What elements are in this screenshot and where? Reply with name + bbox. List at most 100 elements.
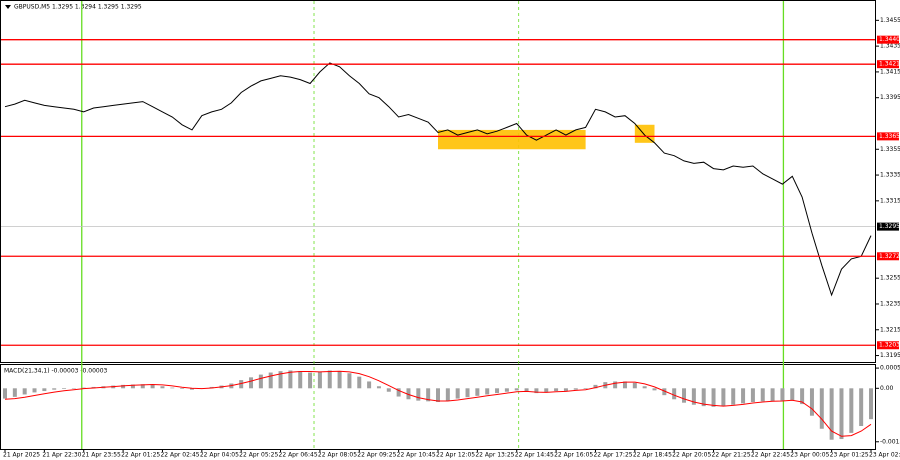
x-tick-label: 22 Apr 13:25	[475, 452, 514, 459]
y-tick-label: 1.3455	[880, 17, 900, 24]
macd-bar	[622, 381, 627, 389]
macd-bar	[445, 388, 450, 401]
macd-bar	[32, 388, 37, 393]
x-tick-label: 23 Apr 01:25	[830, 452, 869, 459]
macd-bar	[682, 388, 687, 403]
macd-bar	[140, 384, 145, 389]
macd-bar	[357, 376, 362, 389]
y-tick-label: 1.3435	[880, 43, 900, 50]
macd-bar	[583, 388, 588, 389]
x-tick-label: 22 Apr 18:45	[633, 452, 672, 459]
x-tick-label: 22 Apr 21:25	[712, 452, 751, 459]
chart-title: GBPUSD,M5 1.3295 1.3294 1.3295 1.3295	[14, 4, 142, 11]
level-label: 1.3365	[879, 133, 900, 140]
macd-bar	[81, 387, 86, 389]
y-tick-label: 0.00	[880, 385, 894, 392]
x-tick-label: 21 Apr 22:30	[42, 452, 81, 459]
level-label: 1.3272	[879, 253, 900, 260]
macd-title: MACD(21,34,1) -0.00003 -0.00003	[4, 368, 108, 375]
macd-bar	[249, 377, 254, 389]
macd-bar	[691, 388, 696, 405]
macd-bar	[416, 388, 421, 401]
x-tick-label: 23 Apr 00:05	[790, 452, 829, 459]
y-tick-label: 1.3315	[880, 197, 900, 204]
macd-bar	[662, 388, 667, 396]
macd-bar	[308, 372, 313, 389]
price-line	[4, 62, 872, 297]
x-tick-label: 22 Apr 16:05	[554, 452, 593, 459]
macd-bar	[130, 384, 135, 389]
macd-bar	[258, 374, 263, 389]
macd-bar	[347, 373, 352, 389]
macd-bar	[386, 388, 391, 392]
macd-bar	[71, 388, 76, 389]
level-box	[877, 132, 899, 141]
y-tick-label: -0.00156	[880, 438, 900, 445]
current-price-label: 1.3295	[879, 223, 900, 230]
level-box	[877, 252, 899, 261]
macd-bar	[495, 388, 500, 394]
macd-bar	[288, 370, 293, 389]
macd-bar	[485, 388, 490, 395]
macd-bar	[741, 388, 746, 404]
x-tick-label: 23 Apr 02:45	[869, 452, 900, 459]
macd-bar	[298, 371, 303, 389]
x-tick-label: 22 Apr 10:45	[397, 452, 436, 459]
macd-bar	[642, 386, 647, 389]
macd-bar	[367, 381, 372, 389]
macd-bar	[317, 371, 322, 389]
x-tick-label: 22 Apr 12:05	[436, 452, 475, 459]
macd-bar	[376, 386, 381, 389]
x-tick-label: 22 Apr 09:25	[357, 452, 396, 459]
macd-bar	[780, 388, 785, 401]
macd-bar	[396, 388, 401, 397]
macd-bar	[573, 388, 578, 390]
macd-bar	[514, 388, 519, 391]
y-tick-label: 1.3195	[880, 352, 900, 359]
macd-bar	[800, 388, 805, 405]
level-box	[877, 35, 899, 44]
macd-bar	[12, 388, 17, 397]
x-tick-label: 22 Apr 17:25	[593, 452, 632, 459]
macd-bar	[721, 388, 726, 407]
macd-bar	[770, 388, 775, 402]
macd-bar	[839, 388, 844, 440]
y-tick-label: 1.3415	[880, 68, 900, 75]
x-tick-label: 22 Apr 22:45	[751, 452, 790, 459]
level-box	[877, 60, 899, 69]
macd-bar	[150, 384, 155, 389]
macd-bar	[652, 388, 657, 391]
x-tick-label: 21 Apr 2025	[3, 452, 40, 459]
macd-panel	[0, 364, 876, 450]
macd-bar	[701, 388, 706, 407]
macd-bar	[711, 388, 716, 407]
macd-bar	[278, 371, 283, 389]
signal-line	[4, 370, 872, 437]
macd-bar	[406, 388, 411, 400]
macd-bar	[632, 382, 637, 389]
macd-bar	[809, 388, 814, 416]
macd-bar	[731, 388, 736, 405]
macd-bar	[239, 380, 244, 389]
x-tick-label: 21 Apr 23:55	[82, 452, 121, 459]
x-tick-label: 22 Apr 06:45	[279, 452, 318, 459]
macd-bar	[42, 388, 47, 392]
macd-bar	[475, 388, 480, 396]
macd-bar	[121, 384, 126, 389]
macd-bar	[465, 388, 470, 398]
macd-bar	[524, 388, 529, 392]
macd-bar	[337, 371, 342, 389]
current-price-box	[877, 222, 899, 231]
menu-arrow[interactable]	[5, 5, 11, 9]
macd-bar	[436, 388, 440, 403]
macd-bar	[593, 384, 598, 389]
macd-bar	[554, 388, 559, 392]
macd-bar	[160, 386, 165, 389]
level-label: 1.3203	[879, 342, 900, 349]
macd-bar	[52, 388, 57, 390]
x-tick-label: 22 Apr 20:05	[672, 452, 711, 459]
macd-bar	[819, 388, 824, 429]
zone	[438, 129, 586, 150]
macd-bar	[180, 388, 185, 389]
